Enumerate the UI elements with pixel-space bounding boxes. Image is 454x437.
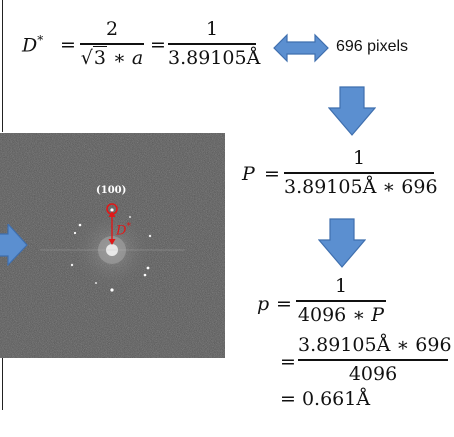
eq1-lhs: D* <box>22 33 43 56</box>
eq1-fraction-2: 1 3.89105Å <box>168 18 261 69</box>
eq1-frac1-den-rest: ∗ a <box>106 46 144 69</box>
eq1-frac2-denominator: 3.89105Å <box>168 46 261 69</box>
eq3-frac2-denominator: 4096 <box>348 362 398 385</box>
eq2-equals: = <box>264 163 280 185</box>
eq1-frac1-numerator: 2 <box>105 18 119 40</box>
eq1-equals-2: = <box>150 34 166 56</box>
eq1-frac1-denominator: √3 ∗ a <box>80 45 144 69</box>
dstar-annotation: D* <box>116 222 131 238</box>
eq3-frac1-den-b: P <box>371 303 385 326</box>
eq2-denominator: 3.89105Å ∗ 696 <box>284 175 438 198</box>
right-arrow-icon <box>0 224 28 266</box>
eq1-lhs-var: D <box>22 34 38 57</box>
eq1-fraction-1: 2 √3 ∗ a <box>80 18 144 69</box>
spot-label: (100) <box>96 185 127 196</box>
eq2-fraction: 1 3.89105Å ∗ 696 <box>284 147 438 198</box>
eq3-fraction-2: 3.89105Å ∗ 696 4096 <box>298 334 452 385</box>
eq3-fraction-1: 1 4096 ∗ P <box>296 275 386 326</box>
eq1-lhs-sup: * <box>37 33 44 47</box>
dstar-annotation-var: D <box>116 223 127 239</box>
eq3-frac2-numerator: 3.89105Å ∗ 696 <box>298 334 452 356</box>
eq3-frac1-denominator: 4096 ∗ P <box>296 304 386 326</box>
eq1-frac2-bar <box>168 43 256 45</box>
sqrt-radicand: 3 <box>92 45 107 69</box>
eq1-frac1-bar <box>80 43 144 45</box>
eq3-frac1-numerator: 1 <box>334 275 348 297</box>
eq1-equals: = <box>60 34 76 56</box>
left-frame-line-bottom <box>2 358 3 410</box>
left-frame-line-top <box>2 0 3 132</box>
eq3-equals-2: = <box>280 351 296 373</box>
down-arrow-icon <box>318 218 366 268</box>
eq3-result: = 0.661Å <box>280 388 371 410</box>
dstar-annotation-sup: * <box>126 222 131 232</box>
eq2-lhs: P <box>242 163 255 185</box>
eq3-frac1-bar <box>296 300 386 302</box>
double-headed-arrow-icon <box>273 33 329 63</box>
eq3-frac2-bar <box>298 359 448 361</box>
eq3-lhs: p <box>257 293 270 315</box>
sqrt-icon: √3 <box>80 45 107 69</box>
eq2-numerator: 1 <box>352 147 366 169</box>
eq3-frac1-den-a: 4096 ∗ <box>297 303 372 326</box>
eq3-equals: = <box>276 293 292 315</box>
fft-diffraction-image <box>0 133 225 358</box>
eq1-frac2-numerator: 1 <box>205 18 219 40</box>
pixels-label: 696 pixels <box>336 38 409 55</box>
eq2-bar <box>284 172 434 174</box>
down-arrow-icon <box>328 86 376 136</box>
